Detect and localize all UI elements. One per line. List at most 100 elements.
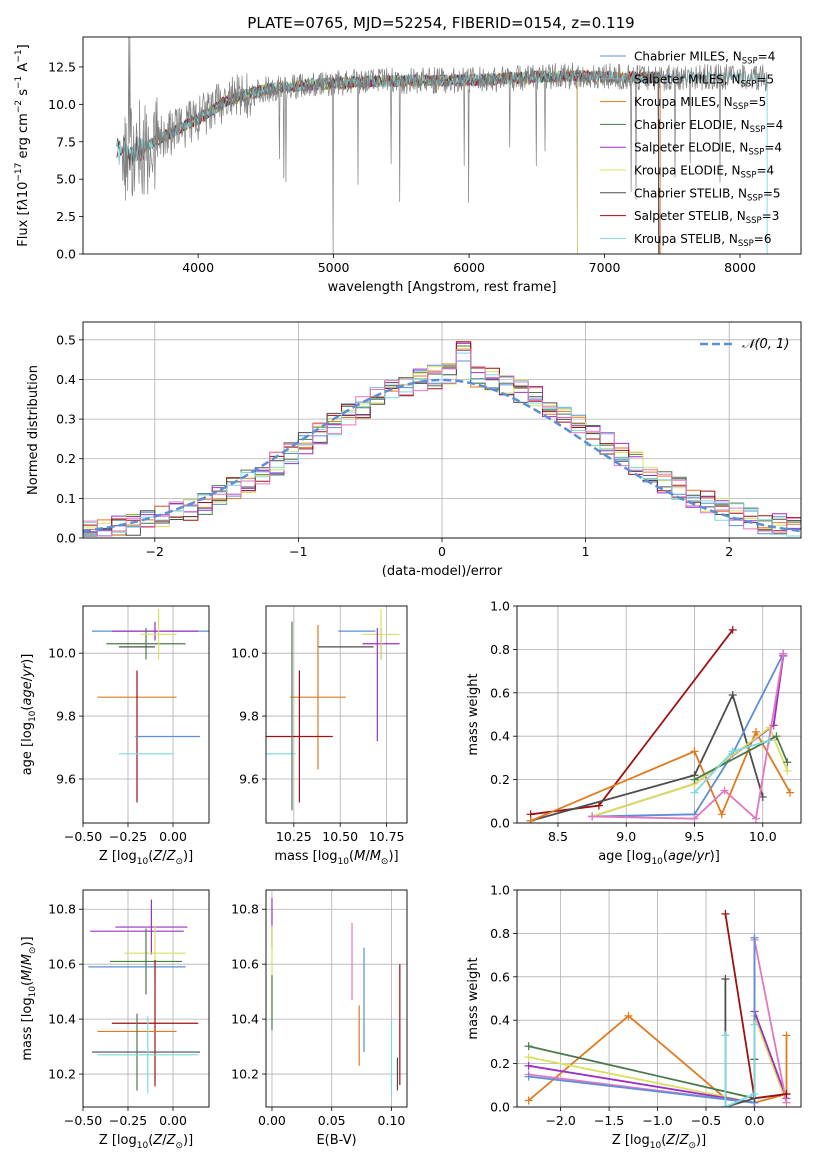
y-tick-label: 10.2: [231, 1067, 259, 1082]
x-axis-label: (data-model)/error: [382, 564, 503, 579]
x-tick-label: 0.00: [159, 1113, 187, 1128]
axes-frame: [82, 605, 210, 824]
series-line: [724, 979, 756, 1107]
plot-area-mass-vs-EBV: [271, 898, 401, 1097]
x-tick-label: 10.0: [749, 829, 777, 844]
y-tick-label: 0.0: [490, 1100, 510, 1115]
y-axis-label: mass [log10(M/M⊙)]: [20, 936, 38, 1060]
y-tick-label: 10.6: [48, 957, 76, 972]
y-tick-label: 12.5: [48, 59, 76, 74]
x-tick-label: 2: [725, 544, 733, 559]
y-tick-label: 0.6: [490, 969, 510, 984]
legend-entry: Kroupa MILES, NSSP=5: [634, 95, 766, 112]
axes-frame: [265, 605, 408, 824]
axes-frame: [516, 605, 802, 824]
y-tick-label: 2.5: [56, 209, 76, 224]
x-tick-label: 8000: [724, 260, 756, 275]
y-tick-label: 10.8: [48, 902, 76, 917]
y-tick-label: 10.0: [48, 97, 76, 112]
data-point: [751, 814, 760, 823]
data-point: [720, 786, 729, 795]
y-tick-label: 9.6: [239, 771, 259, 786]
data-point: [750, 1089, 759, 1098]
axes-mass-weight-vs-age: 8.5 9.0 9.5 10.0 0.0 0.2 0.4 0.6 0.8 1.0 age [log1…: [466, 599, 802, 867]
data-point: [765, 723, 774, 732]
y-tick-label: 0.0: [56, 531, 76, 546]
y-tick-label: 0.8: [490, 642, 510, 657]
y-tick-label: 0.2: [490, 1056, 510, 1071]
x-tick-label: −1.0: [642, 1113, 672, 1128]
legend-entry: 𝒩(0, 1): [742, 337, 789, 352]
legend-entry: Kroupa ELODIE, NSSP=4: [634, 164, 774, 181]
x-axis-label: Z [log10(Z/Z⊙)]: [612, 1133, 706, 1151]
y-tick-label: 0.4: [490, 1013, 510, 1028]
y-tick-label: 7.5: [56, 134, 76, 149]
data-point: [721, 974, 730, 983]
plot-area-age-vs-Z: [92, 609, 209, 803]
x-tick-label: −0.25: [109, 1113, 147, 1128]
x-axis-label: wavelength [Angstrom, rest frame]: [328, 280, 557, 295]
series-line: [592, 653, 785, 818]
series-line: [135, 69, 661, 254]
data-point: [779, 649, 788, 658]
axes-spectrum: 4000 5000 6000 7000 8000 0.0 2.5 5.0 7.5 10.0 12.5…: [14, 36, 802, 295]
data-point: [751, 727, 760, 736]
x-axis-label: E(B-V): [316, 1133, 356, 1148]
y-tick-label: 9.6: [56, 771, 76, 786]
data-point: [690, 788, 699, 797]
axes-frame: [82, 36, 802, 255]
plot-area-mass-weight-vs-age: [526, 625, 795, 823]
y-tick-label: 0.1: [56, 491, 76, 506]
axes-age-vs-mass: 10.25 10.50 10.75 9.6 9.8 10.0 mass [log10(M/M…: [231, 605, 408, 867]
data-point: [772, 732, 781, 741]
y-tick-label: 10.8: [231, 902, 259, 917]
data-point: [717, 810, 726, 819]
y-tick-label: 0.2: [490, 772, 510, 787]
plot-area-age-vs-mass: [266, 609, 400, 811]
data-point: [624, 1011, 633, 1020]
data-point: [524, 1096, 533, 1105]
x-tick-label: 0: [438, 544, 446, 559]
data-point: [690, 747, 699, 756]
data-spectrum-line: [121, 37, 768, 254]
x-tick-label: −0.50: [64, 1113, 102, 1128]
axes-mass-vs-Z: −0.50 −0.25 0.00 10.2 10.4 10.6 10.8 Z [log10(Z…: [20, 889, 210, 1151]
y-tick-label: 0.0: [56, 247, 76, 262]
series-line: [530, 629, 734, 816]
y-tick-label: 1.0: [490, 883, 510, 898]
x-tick-label: −1.5: [594, 1113, 624, 1128]
data-point: [750, 1020, 759, 1029]
plot-area-mass-vs-Z: [88, 899, 200, 1094]
y-tick-label: 10.0: [48, 646, 76, 661]
x-tick-label: 0.05: [318, 1113, 346, 1128]
axes-frame: [82, 889, 210, 1108]
data-point: [782, 1098, 791, 1107]
figure-title: PLATE=0765, MJD=52254, FIBERID=0154, z=0…: [247, 14, 634, 32]
y-tick-label: 10.0: [231, 646, 259, 661]
axes-mass-vs-EBV: 0.00 0.05 0.10 10.2 10.4 10.6 10.8 E(B-V): [231, 889, 408, 1148]
data-point: [783, 766, 792, 775]
x-tick-label: −0.25: [109, 829, 147, 844]
data-point: [782, 1089, 791, 1098]
axes-frame: [516, 889, 802, 1108]
data-point: [524, 1061, 533, 1070]
series-line: [724, 1024, 756, 1107]
x-axis-label: mass [log10(M/M⊙)]: [274, 849, 398, 867]
plot-area-spectrum: [116, 37, 768, 254]
data-point: [526, 816, 535, 823]
x-tick-label: 10.50: [322, 829, 358, 844]
legend-entry: Salpeter STELIB, NSSP=3: [634, 209, 779, 226]
y-axis-label: age [log10(age/yr)]: [20, 654, 38, 776]
x-tick-label: −2: [146, 544, 164, 559]
x-tick-label: 0.0: [745, 1113, 765, 1128]
x-axis-label: age [log10(age/yr)]: [598, 849, 720, 867]
axes-frame: [82, 321, 802, 539]
x-tick-label: 0.10: [378, 1113, 406, 1128]
legend-entry: Salpeter ELODIE, NSSP=4: [634, 141, 782, 158]
data-point: [588, 812, 597, 821]
normal-curve: [83, 378, 801, 533]
data-point: [782, 1031, 791, 1040]
data-point: [594, 801, 603, 810]
series-line: [530, 692, 764, 822]
series-line: [135, 68, 661, 254]
